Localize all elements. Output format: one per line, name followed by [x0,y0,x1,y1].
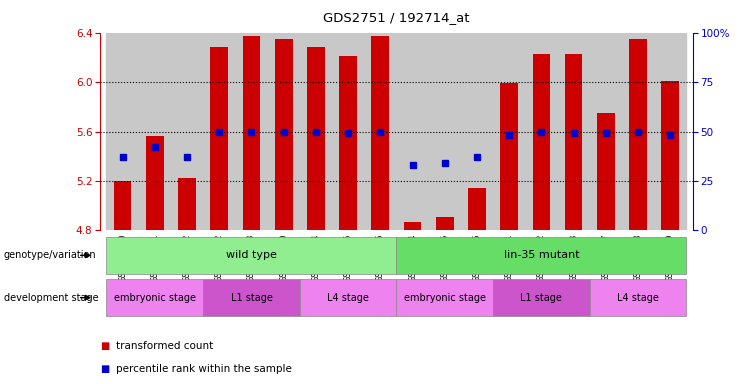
Text: development stage: development stage [4,293,99,303]
Text: percentile rank within the sample: percentile rank within the sample [116,364,292,374]
Bar [365,33,396,230]
Bar [210,48,228,230]
Bar [300,279,396,316]
Bar [236,33,268,230]
Text: GDS2751 / 192714_at: GDS2751 / 192714_at [323,12,470,25]
Text: transformed count: transformed count [116,341,213,351]
Text: ■: ■ [100,341,109,351]
Bar [107,279,203,316]
Bar [493,33,525,230]
Bar [533,54,551,230]
Bar [139,33,171,230]
Bar [242,36,260,230]
Text: genotype/variation: genotype/variation [4,250,96,260]
Bar [468,189,486,230]
Text: L1 stage: L1 stage [520,293,562,303]
Bar [396,279,493,316]
Text: lin-35 mutant: lin-35 mutant [504,250,579,260]
Bar [107,33,139,230]
Bar [525,33,557,230]
Bar [590,279,686,316]
Bar [396,237,686,274]
Text: L1 stage: L1 stage [230,293,273,303]
Bar [500,83,518,230]
Bar [339,56,357,230]
Bar [428,33,461,230]
Bar [629,39,647,230]
Text: ■: ■ [100,364,109,374]
Text: L4 stage: L4 stage [328,293,369,303]
Bar [436,217,453,230]
Text: embryonic stage: embryonic stage [404,293,486,303]
Bar [404,222,422,230]
Bar [654,33,686,230]
Bar [300,33,332,230]
Bar [493,279,590,316]
Bar [396,33,428,230]
Bar [203,279,300,316]
Bar [371,36,389,230]
Text: L4 stage: L4 stage [617,293,659,303]
Text: embryonic stage: embryonic stage [114,293,196,303]
Bar [275,39,293,230]
Bar [113,181,131,230]
Bar [662,81,679,230]
Bar [597,113,615,230]
Bar [203,33,236,230]
Bar [171,33,203,230]
Bar [107,237,396,274]
Bar [332,33,365,230]
Bar [565,54,582,230]
Bar [622,33,654,230]
Bar [178,179,196,230]
Bar [461,33,493,230]
Bar [557,33,590,230]
Bar [590,33,622,230]
Bar [146,136,164,230]
Bar [268,33,300,230]
Bar [307,48,325,230]
Text: wild type: wild type [226,250,277,260]
